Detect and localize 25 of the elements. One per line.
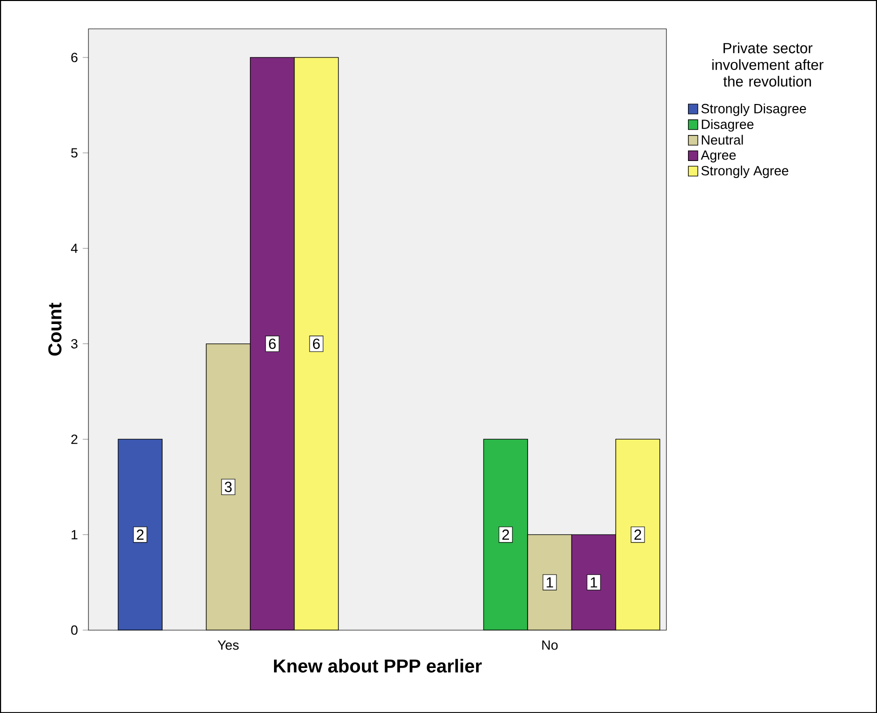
legend-label: Disagree bbox=[702, 119, 754, 132]
y-tick-label: 5 bbox=[71, 148, 78, 158]
data-label: 3 bbox=[224, 482, 232, 492]
data-label: 1 bbox=[590, 577, 598, 588]
x-axis-title: Knew about PPP earlier bbox=[274, 658, 482, 673]
y-axis-title: Count bbox=[48, 302, 62, 356]
data-label: 1 bbox=[546, 577, 554, 588]
y-tick-label: 0 bbox=[71, 625, 78, 635]
data-label: 2 bbox=[634, 529, 642, 540]
data-label: 6 bbox=[268, 338, 276, 349]
data-label: 6 bbox=[313, 338, 320, 349]
x-tick-label: Yes bbox=[218, 640, 239, 650]
y-tick-label: 1 bbox=[72, 530, 78, 540]
data-label: 2 bbox=[136, 529, 144, 540]
x-tick-label: No bbox=[542, 640, 558, 650]
y-tick-label: 3 bbox=[71, 338, 78, 348]
legend-label: Agree bbox=[700, 150, 736, 162]
legend-label: Strongly Disagree bbox=[701, 103, 806, 116]
legend-label: Strongly Agree bbox=[701, 166, 788, 178]
y-tick-label: 6 bbox=[71, 52, 78, 62]
legend-label: Neutral bbox=[702, 134, 743, 145]
y-tick-label: 4 bbox=[70, 244, 78, 253]
y-tick-label: 2 bbox=[71, 434, 78, 444]
legend-title: Private sector involvement after the revolution bbox=[712, 42, 824, 87]
data-label: 2 bbox=[502, 529, 510, 540]
